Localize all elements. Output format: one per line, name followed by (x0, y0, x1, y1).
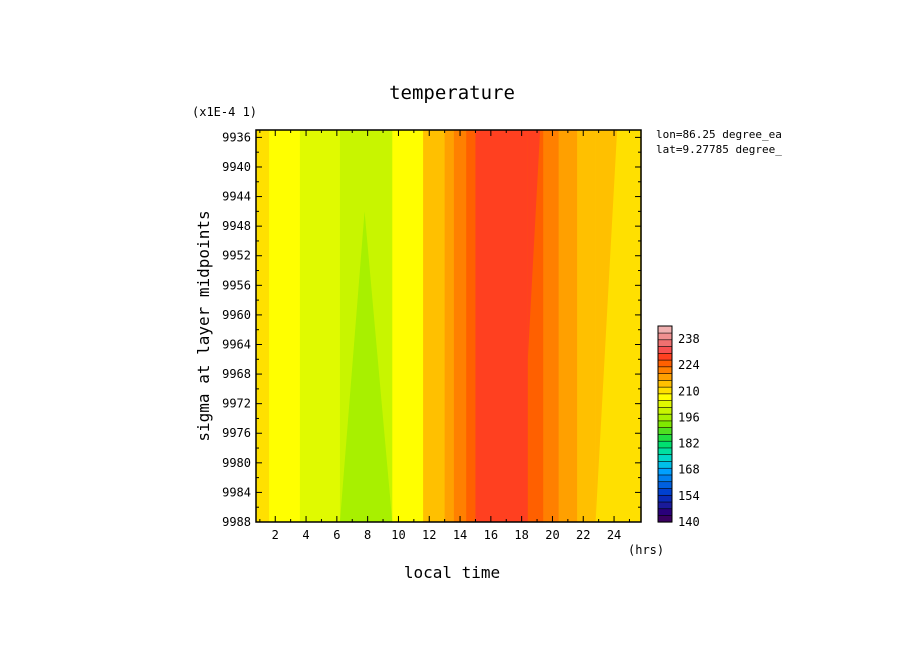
colorbar-frame (657, 325, 673, 523)
contour-tilt-1 (527, 130, 541, 360)
colorbar-swatch (657, 393, 673, 401)
colorbar-swatch (657, 359, 673, 368)
colorbar-tick-label: 196 (678, 410, 700, 424)
x-tick-label: 6 (333, 528, 340, 542)
y-tick-label: 9956 (222, 278, 251, 292)
y-axis-label: sigma at layer midpoints (194, 210, 213, 441)
heatmap-band-5 (423, 130, 446, 522)
colorbar-swatch (657, 481, 673, 489)
colorbar-swatch (657, 352, 673, 361)
heatmap-band-2 (299, 130, 341, 522)
y-tick-label: 9940 (222, 160, 251, 174)
colorbar-swatch (657, 433, 673, 442)
colorbar-swatch (657, 454, 673, 462)
heatmap-band-11 (543, 130, 560, 522)
x-units-label: (hrs) (628, 543, 664, 557)
colorbar-tick-label: 210 (678, 384, 700, 398)
y-tick-label: 9936 (222, 130, 251, 144)
heatmap-band-0 (256, 130, 270, 522)
x-tick-label: 4 (302, 528, 309, 542)
colorbar-tick-label: 140 (678, 515, 700, 529)
y-tick-label: 9952 (222, 249, 251, 263)
x-tick-label: 14 (453, 528, 467, 542)
colorbar-swatch (657, 379, 673, 388)
colorbar-swatch (657, 400, 673, 408)
chart-title: temperature (389, 82, 515, 104)
heatmap-band-4 (392, 130, 424, 522)
heatmap-band-1 (269, 130, 301, 522)
heatmap-band-13 (577, 130, 597, 522)
colorbar-swatch (657, 427, 673, 435)
y-tick-label: 9972 (222, 397, 251, 411)
plot-frame (255, 129, 642, 523)
colorbar-tick-label: 182 (678, 437, 700, 451)
x-tick-label: 12 (422, 528, 436, 542)
y-tick-label: 9988 (222, 515, 251, 529)
heatmap-band-7 (453, 130, 467, 522)
y-tick-label: 9976 (222, 426, 251, 440)
x-tick-label: 24 (607, 528, 621, 542)
y-tick-label: 9960 (222, 308, 251, 322)
heatmap-field (256, 130, 642, 522)
colorbar-swatch (657, 332, 673, 341)
x-tick-label: 10 (391, 528, 405, 542)
colorbar-swatch (657, 413, 673, 422)
colorbar-swatch (657, 460, 673, 469)
heatmap-band-8 (466, 130, 477, 522)
x-axis-label: local time (404, 563, 500, 582)
colorbar-swatch (657, 345, 673, 354)
x-tick-label: 18 (514, 528, 528, 542)
y-tick-label: 9948 (222, 219, 251, 233)
colorbar-swatch (657, 467, 673, 476)
colorbar-swatch (657, 494, 673, 503)
lat-annotation: lat=9.27785 degree_ (656, 143, 782, 156)
x-tick-label: 20 (545, 528, 559, 542)
y-tick-label: 9944 (222, 190, 251, 204)
colorbar-tick-label: 224 (678, 358, 700, 372)
colorbar-swatch (657, 474, 673, 483)
heatmap-band-9 (475, 130, 529, 522)
heatmap-band-6 (444, 130, 455, 522)
colorbar-swatch (657, 440, 673, 449)
colorbar-swatch (657, 487, 673, 496)
x-tick-label: 16 (484, 528, 498, 542)
y-tick-label: 9980 (222, 456, 251, 470)
colorbar-swatch (657, 339, 673, 347)
colorbar-swatch (657, 447, 673, 456)
colorbar-swatch (657, 420, 673, 428)
colorbar-swatch (657, 514, 673, 523)
colorbar-swatch (657, 508, 673, 516)
y-tick-label: 9984 (222, 485, 251, 499)
colorbar-tick-label: 168 (678, 463, 700, 477)
contour-tilt-2 (595, 130, 618, 522)
colorbar-tick-label: 154 (678, 489, 700, 503)
colorbar-swatch (657, 501, 673, 510)
colorbar-swatch (657, 366, 673, 374)
contour-wedge (339, 211, 393, 522)
x-tick-label: 2 (272, 528, 279, 542)
lon-annotation: lon=86.25 degree_ea (656, 128, 782, 141)
heatmap-band-12 (558, 130, 578, 522)
colorbar-swatch (657, 406, 673, 415)
x-tick-label: 8 (364, 528, 371, 542)
colorbar-tick-label: 238 (678, 332, 700, 346)
colorbar-swatch (657, 373, 673, 381)
colorbar (657, 325, 673, 523)
colorbar-swatch (657, 325, 673, 334)
y-tick-label: 9968 (222, 367, 251, 381)
y-scale-note: (x1E-4 1) (192, 105, 257, 119)
y-tick-label: 9964 (222, 337, 251, 351)
x-tick-label: 22 (576, 528, 590, 542)
colorbar-swatch (657, 386, 673, 395)
